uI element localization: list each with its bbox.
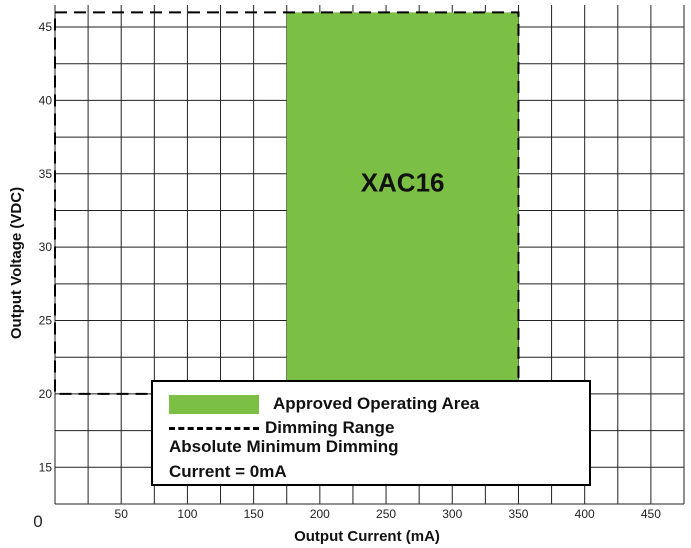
legend-label-dimming: Dimming Range [265, 418, 395, 437]
legend-item-approved: Approved Operating Area [169, 394, 479, 414]
x-tick-label: 150 [244, 507, 264, 521]
legend-note-line-2: Current = 0mA [169, 462, 287, 482]
y-tick-label: 15 [39, 460, 53, 474]
legend-label-approved: Approved Operating Area [273, 394, 480, 413]
tick-labels: 50 100 150 200 250 300 350 400 450 15 20 25 30 35 40 45 [39, 20, 662, 521]
x-tick-label: 100 [177, 507, 197, 521]
x-axis-title: Output Current (mA) [294, 528, 440, 545]
x-tick-label: 350 [508, 507, 528, 521]
dimming-range-swatch [169, 426, 259, 430]
y-tick-label: 20 [39, 387, 53, 401]
y-axis-title: Output Voltage (VDC) [8, 187, 25, 339]
approved-area-swatch [169, 394, 259, 414]
y-tick-label: 45 [39, 20, 53, 34]
x-tick-label: 450 [641, 507, 661, 521]
legend-note-text-1: Absolute Minimum Dimming [169, 437, 399, 456]
y-tick-label: 40 [39, 93, 53, 107]
x-tick-label: 250 [376, 507, 396, 521]
x-tick-label: 200 [310, 507, 330, 521]
dimming-range [54, 11, 520, 395]
approved-area-label: XAC16 [361, 167, 445, 197]
legend-note-text-2: Current = 0mA [169, 462, 287, 481]
legend: Approved Operating Area Dimming Range Ab… [151, 380, 591, 486]
legend-item-dimming: Dimming Range [169, 418, 394, 438]
approved-area [286, 12, 519, 394]
y-tick-label: 35 [39, 167, 53, 181]
x-tick-label: 300 [442, 507, 462, 521]
y-tick-label: 25 [39, 314, 53, 328]
legend-note-line-1: Absolute Minimum Dimming [169, 437, 399, 457]
x-origin-label: 0 [33, 512, 42, 531]
y-tick-label: 30 [39, 240, 53, 254]
chart-marks: XAC16 [54, 11, 520, 395]
x-tick-label: 400 [575, 507, 595, 521]
x-tick-label: 50 [115, 507, 129, 521]
